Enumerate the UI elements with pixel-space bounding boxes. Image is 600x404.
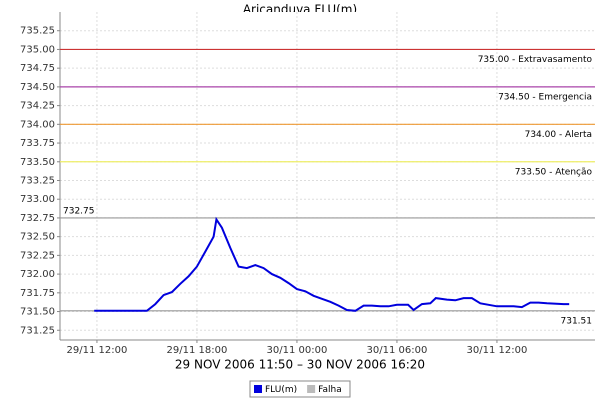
plot-area bbox=[60, 12, 595, 340]
legend-box bbox=[249, 380, 351, 398]
legend-label: FLU(m) bbox=[265, 385, 297, 395]
y-tick-label: 733.25 bbox=[20, 175, 55, 186]
y-tick-label: 733.50 bbox=[20, 157, 55, 168]
threshold-label: 735.00 - Extravasamento bbox=[478, 55, 593, 65]
y-tick-label: 735.25 bbox=[20, 26, 55, 37]
y-tick-label: 733.00 bbox=[20, 194, 55, 205]
x-tick-label: 29/11 12:00 bbox=[67, 345, 128, 356]
y-tick-label: 734.50 bbox=[20, 82, 55, 93]
y-tick-label: 732.75 bbox=[20, 213, 55, 224]
legend-swatch bbox=[307, 385, 316, 393]
threshold-label: 731.51 bbox=[561, 316, 593, 326]
x-tick-label: 29/11 18:00 bbox=[167, 345, 228, 356]
y-tick-label: 731.75 bbox=[20, 288, 55, 299]
y-tick-label: 732.50 bbox=[20, 232, 55, 243]
data-line bbox=[94, 216, 570, 312]
y-tick-label: 734.25 bbox=[20, 101, 55, 112]
y-tick-label: 735.00 bbox=[20, 44, 55, 55]
y-tick-label: 734.75 bbox=[20, 63, 55, 74]
y-tick-label: 731.50 bbox=[20, 307, 55, 318]
y-tick-label: 734.00 bbox=[20, 119, 55, 130]
threshold-label: 734.50 - Emergencia bbox=[498, 92, 592, 102]
threshold-label: 732.75 bbox=[63, 206, 95, 216]
legend-label: Falha bbox=[318, 385, 342, 395]
threshold-label: 734.00 - Alerta bbox=[525, 130, 592, 140]
y-tick-label: 732.00 bbox=[20, 269, 55, 280]
y-tick-label: 731.25 bbox=[20, 325, 55, 336]
x-tick-label: 30/11 00:00 bbox=[267, 345, 328, 356]
y-tick-label: 732.25 bbox=[20, 250, 55, 261]
x-tick-label: 30/11 12:00 bbox=[467, 345, 528, 356]
threshold-label: 733.50 - Atenção bbox=[515, 167, 593, 177]
chart-subtitle: 29 NOV 2006 11:50 – 30 NOV 2006 16:20 bbox=[175, 358, 425, 372]
x-tick-label: 30/11 06:00 bbox=[367, 345, 428, 356]
legend-swatch bbox=[254, 385, 262, 393]
y-tick-label: 733.75 bbox=[20, 138, 55, 149]
